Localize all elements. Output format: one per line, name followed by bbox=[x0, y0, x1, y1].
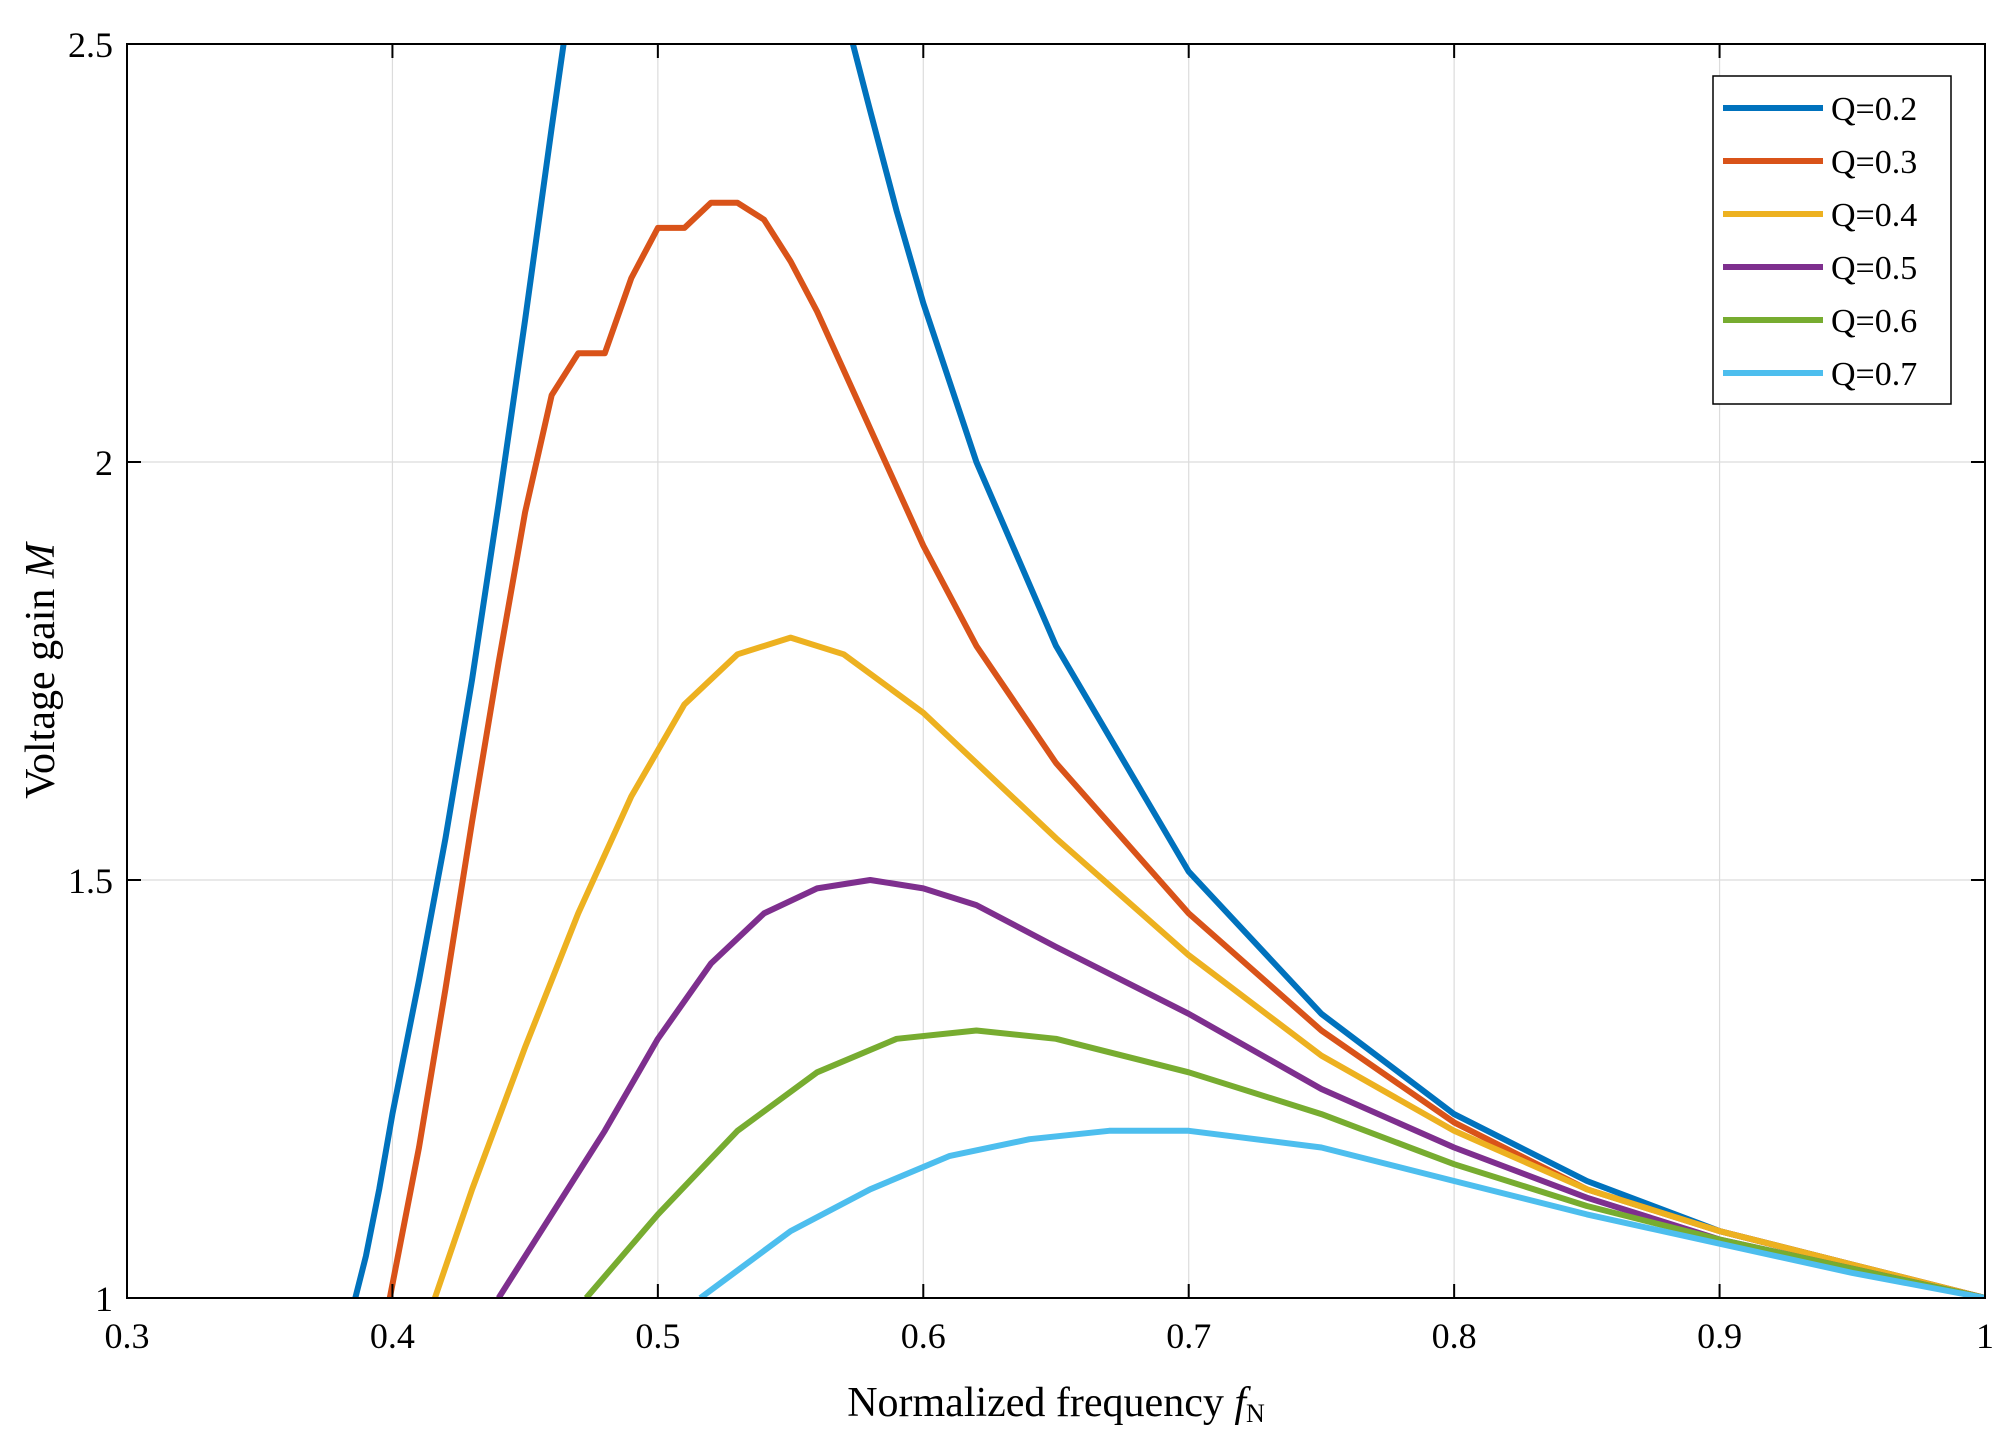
y-axis-label: Voltage gain M bbox=[18, 541, 64, 799]
y-tick-label: 2.5 bbox=[68, 25, 113, 65]
x-tick-label: 0.4 bbox=[370, 1316, 415, 1356]
x-tick-label: 0.3 bbox=[105, 1316, 150, 1356]
x-tick-label: 0.9 bbox=[1697, 1316, 1742, 1356]
legend-label: Q=0.3 bbox=[1831, 144, 1917, 181]
legend-box bbox=[1712, 75, 1952, 405]
plot-frame bbox=[126, 43, 1986, 1299]
legend-label: Q=0.2 bbox=[1831, 91, 1917, 128]
series-line-Q=0.3 bbox=[386, 199, 1985, 1298]
x-tick-label: 0.5 bbox=[635, 1316, 680, 1356]
x-axis-label: Normalized frequency fN bbox=[847, 1380, 1265, 1428]
grid-lines bbox=[127, 44, 1985, 1298]
axis-ticks bbox=[126, 43, 1986, 1299]
series-line-Q=0.7 bbox=[698, 1127, 1985, 1298]
legend-label: Q=0.7 bbox=[1831, 356, 1917, 393]
legend-label: Q=0.6 bbox=[1831, 303, 1917, 340]
series-line-Q=0.6 bbox=[583, 1027, 1985, 1298]
legend: Q=0.2 Q=0.3 Q=0.4 Q=0.5 Q=0.6 Q=0.7 bbox=[1712, 75, 1952, 405]
series-line-Q=0.2 bbox=[352, 44, 567, 1298]
x-tick-label: 0.8 bbox=[1432, 1316, 1477, 1356]
y-tick-label: 1 bbox=[95, 1279, 113, 1319]
x-tick-label: 0.6 bbox=[901, 1316, 946, 1356]
y-tick-label: 1.5 bbox=[68, 861, 113, 901]
x-tick-label: 0.7 bbox=[1166, 1316, 1211, 1356]
x-tick-label: 1 bbox=[1976, 1316, 1994, 1356]
y-tick-label: 2 bbox=[95, 443, 113, 483]
series-lines bbox=[352, 44, 1985, 1298]
series-line-Q=0.4 bbox=[432, 634, 1985, 1298]
legend-label: Q=0.4 bbox=[1831, 197, 1917, 234]
series-line-Q=0.5 bbox=[496, 877, 1985, 1298]
legend-label: Q=0.5 bbox=[1831, 250, 1917, 287]
axis-tick-labels: 0.3 0.4 0.5 0.6 0.7 0.8 0.9 1 1 1.5 2 2.5 bbox=[68, 25, 1994, 1356]
